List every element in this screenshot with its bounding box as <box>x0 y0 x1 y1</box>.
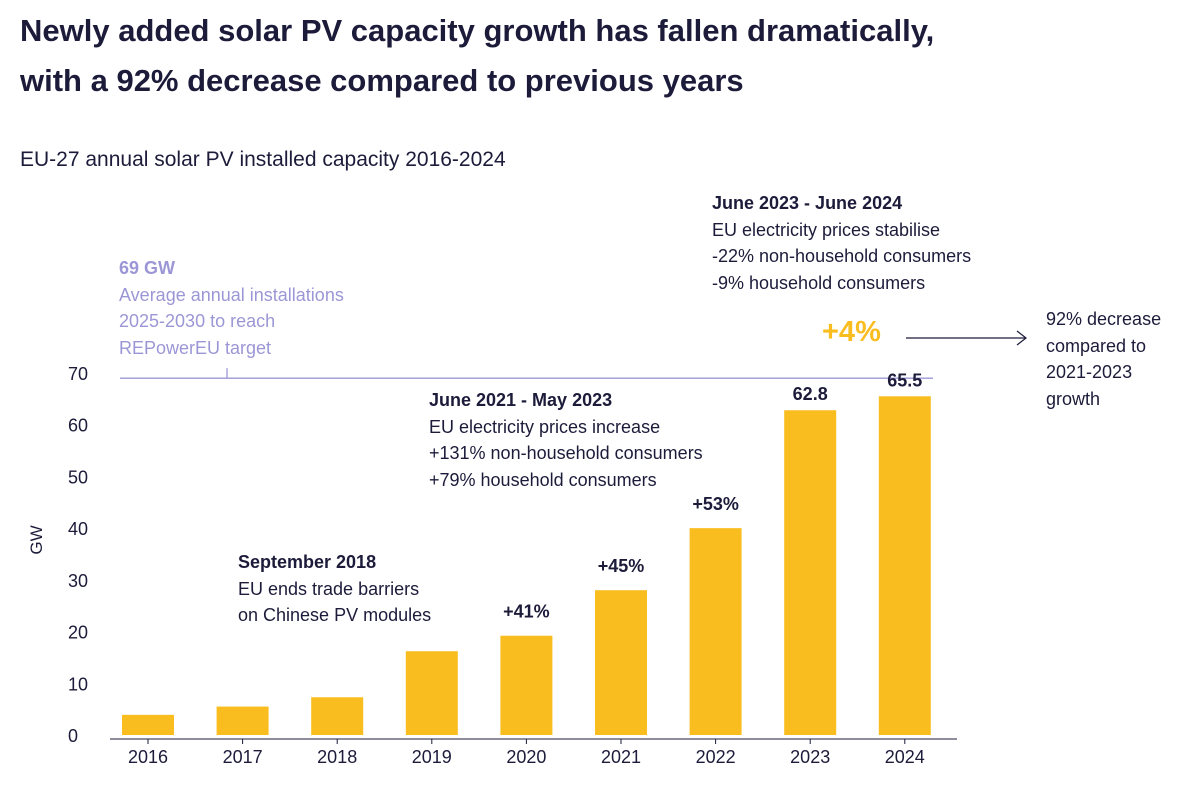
annotation-line: +131% non-household consumers <box>429 443 703 463</box>
bar-2016 <box>122 714 174 735</box>
target-label: 69 GW <box>119 258 176 278</box>
growth-label: +45% <box>598 556 645 576</box>
annotation-line: EU electricity prices increase <box>429 416 661 437</box>
annotation-line: -22% non-household consumers <box>712 246 972 266</box>
callout-line: 2021-2023 <box>1046 362 1133 382</box>
annotation-sep-2018: September 2018 EU ends trade barriers on… <box>238 549 431 629</box>
y-tick-label: 20 <box>68 623 88 643</box>
callout-line: 92% decrease <box>1046 309 1162 329</box>
annotation-2023-2024: June 2023 - June 2024 EU electricity pri… <box>712 190 971 296</box>
y-tick-label: 30 <box>68 571 88 591</box>
callout-text: 92% decrease compared to 2021-2023 growt… <box>1046 306 1161 412</box>
target-description-line: 2025-2030 to reach <box>119 311 276 331</box>
page-title: Newly added solar PV capacity growth has… <box>20 6 934 106</box>
page-title-line-2: with a 92% decrease compared to previous… <box>20 63 744 98</box>
annotation-line: EU ends trade barriers <box>238 578 420 599</box>
target-description-line: Average annual installations <box>119 284 344 305</box>
callout-arrow-head <box>1016 330 1027 346</box>
callout-line: growth <box>1046 388 1101 409</box>
value-label: 65.5 <box>887 370 922 390</box>
annotation-line: on Chinese PV modules <box>238 605 432 625</box>
callout-growth-label: +4% <box>822 316 881 348</box>
x-tick-label: 2016 <box>128 747 168 767</box>
bar-2024 <box>878 396 931 735</box>
x-tick-label: 2020 <box>506 747 546 767</box>
value-label: 62.8 <box>793 384 828 404</box>
annotation-line: -9% household consumers <box>712 272 926 293</box>
bar-2017 <box>216 706 269 735</box>
y-tick-label: 0 <box>68 726 78 746</box>
bar-2023 <box>784 410 837 735</box>
annotation-2021-2023: June 2021 - May 2023 EU electricity pric… <box>429 387 703 493</box>
annotation-line: EU electricity prices stabilise <box>712 219 941 240</box>
annotation-title: September 2018 <box>238 552 377 572</box>
x-tick-label: 2018 <box>317 747 357 767</box>
y-axis-label: GW <box>27 525 46 554</box>
callout-line: compared to <box>1046 335 1147 356</box>
target-description-line: REPowerEU target <box>119 337 272 358</box>
growth-label: +41% <box>503 602 550 622</box>
y-tick-label: 40 <box>68 519 88 539</box>
growth-label: +53% <box>692 494 739 514</box>
y-tick-label: 10 <box>68 674 88 694</box>
y-tick-label: 60 <box>68 416 88 436</box>
chart-title: EU-27 annual solar PV installed capacity… <box>20 148 506 171</box>
bar-2022 <box>689 528 742 735</box>
y-tick-label: 70 <box>68 364 88 384</box>
page-title-line-1: Newly added solar PV capacity growth has… <box>20 13 935 48</box>
x-tick-label: 2023 <box>790 747 830 767</box>
bar-2018 <box>311 697 364 735</box>
annotation-title: June 2021 - May 2023 <box>429 390 613 410</box>
x-tick-label: 2019 <box>412 747 452 767</box>
annotation-title: June 2023 - June 2024 <box>712 193 903 213</box>
x-tick-label: 2022 <box>696 747 736 767</box>
x-tick-label: 2024 <box>885 747 925 767</box>
bar-2021 <box>595 590 647 735</box>
bar-2019 <box>405 651 458 735</box>
x-tick-label: 2021 <box>601 747 641 767</box>
bar-2020 <box>500 635 553 735</box>
target-annotation: 69 GW Average annual installations 2025-… <box>119 255 344 361</box>
annotation-line: +79% household consumers <box>429 469 657 490</box>
x-tick-label: 2017 <box>223 747 263 767</box>
y-tick-label: 50 <box>68 467 88 487</box>
